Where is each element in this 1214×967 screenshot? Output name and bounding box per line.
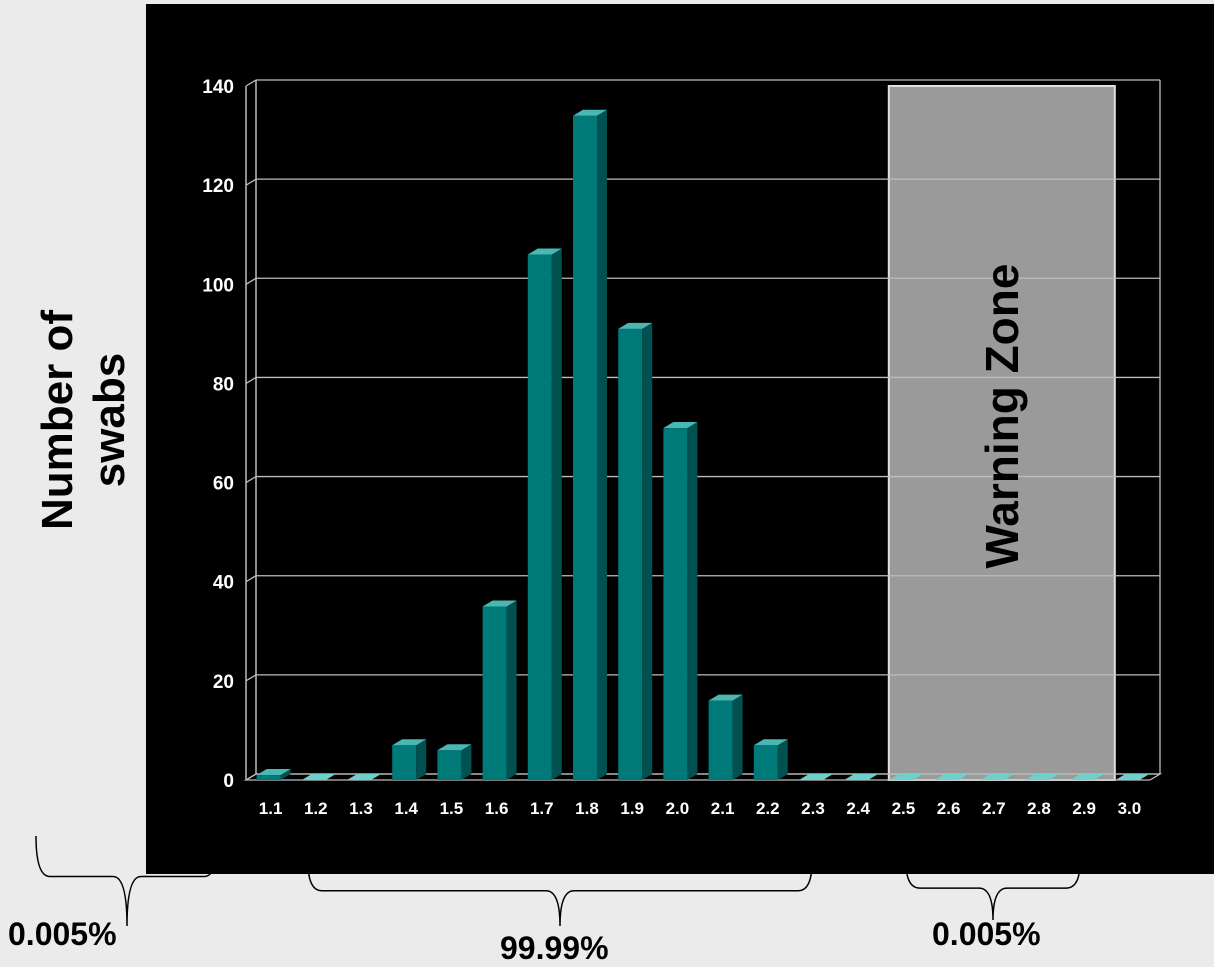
x-tick-label: 1.5 — [440, 799, 464, 818]
y-axis-label-line-2: swabs — [85, 352, 134, 488]
annotation-center: 99.99% — [500, 930, 609, 966]
gridline-depth-40 — [245, 575, 257, 583]
bar-side-1.7 — [551, 248, 562, 781]
gridline-depth-120 — [245, 178, 257, 186]
y-tick-label: 40 — [213, 573, 234, 594]
x-tick-label: 2.6 — [937, 799, 961, 818]
bar-top-1.8 — [573, 109, 607, 116]
y-tick-label: 120 — [202, 176, 234, 197]
x-tick-label: 1.9 — [620, 799, 644, 818]
bar-side-2.1 — [732, 694, 743, 780]
bar-top-2.0 — [663, 422, 698, 429]
bar-3.0 — [1115, 774, 1150, 780]
bar-2.4 — [844, 774, 879, 780]
y-tick-label: 140 — [202, 77, 234, 98]
bar-1.9 — [618, 328, 643, 780]
bar-1.4 — [392, 745, 417, 780]
bar-2.3 — [799, 774, 833, 780]
x-tick-label: 2.4 — [846, 799, 870, 818]
bar-1.5 — [437, 750, 462, 780]
x-tick-label: 2.3 — [801, 799, 825, 818]
gridline-depth-100 — [245, 277, 257, 285]
y-tick-label: 20 — [213, 672, 234, 693]
x-tick-label: 2.8 — [1027, 799, 1051, 818]
bar-1.7 — [527, 254, 552, 781]
y-tick-label: 100 — [202, 275, 234, 296]
bar-1.3 — [347, 774, 381, 780]
bar-top-1.4 — [392, 739, 427, 746]
bar-side-2.2 — [777, 739, 788, 780]
bar-top-1.9 — [618, 322, 653, 329]
x-tick-label: 3.0 — [1118, 799, 1142, 818]
bar-2.1 — [708, 700, 733, 780]
x-tick-label: 2.9 — [1072, 799, 1096, 818]
gridline-depth-140 — [245, 79, 257, 87]
x-tick-label: 1.4 — [394, 799, 418, 818]
warning-zone-label: Warning Zone — [976, 264, 1028, 569]
bar-side-1.9 — [642, 322, 653, 780]
bar-2.7 — [979, 774, 1014, 780]
bar-side-1.8 — [597, 109, 607, 780]
x-tick-label: 1.2 — [304, 799, 328, 818]
y-axis-label-line-1: Number of — [33, 310, 82, 530]
x-tick-label: 2.0 — [666, 799, 690, 818]
x-tick-label: 1.7 — [530, 799, 554, 818]
y-tick-label: 80 — [213, 374, 234, 395]
y-tick-label: 0 — [223, 771, 234, 792]
bar-side-2.0 — [687, 422, 698, 780]
bar-top-1.5 — [437, 744, 472, 751]
x-tick-label: 1.8 — [575, 799, 599, 818]
bar-side-1.6 — [506, 600, 517, 780]
x-tick-label: 2.5 — [892, 799, 916, 818]
annotation-right-tail: 0.005% — [932, 916, 1041, 952]
x-tick-label: 2.2 — [756, 799, 780, 818]
bar-top-2.1 — [708, 694, 743, 701]
bar-1.6 — [482, 606, 507, 780]
bar-2.9 — [1070, 774, 1105, 780]
bar-2.8 — [1025, 774, 1059, 780]
x-tick-label: 2.1 — [711, 799, 735, 818]
bar-side-1.4 — [416, 739, 427, 780]
y-tick-label: 60 — [213, 474, 234, 495]
bar-2.6 — [934, 774, 969, 780]
bar-top-2.2 — [753, 739, 788, 746]
bar-2.0 — [663, 428, 688, 780]
bar-1.1 — [256, 775, 281, 780]
bar-1.2 — [301, 774, 336, 780]
x-tick-label: 1.3 — [349, 799, 373, 818]
bar-top-1.1 — [256, 769, 291, 776]
warning-zone — [887, 85, 1116, 781]
x-tick-label: 1.6 — [485, 799, 509, 818]
gridline-depth-80 — [245, 376, 257, 384]
bar-2.2 — [753, 745, 778, 780]
x-tick-label: 2.7 — [982, 799, 1006, 818]
gridline-depth-20 — [245, 674, 257, 682]
bar-side-1.1 — [280, 769, 291, 780]
bar-1.8 — [573, 115, 597, 780]
annotation-left-tail: 0.005% — [8, 916, 117, 952]
gridline-depth-60 — [245, 476, 257, 484]
bar-top-1.7 — [527, 248, 562, 255]
chart-panel: 0 20 40 60 80 100 120 140 1.1 1.2 1.3 1.4 1.5 1.6 1.7 1… — [146, 4, 1214, 874]
bar-top-1.6 — [482, 600, 517, 607]
x-tick-label: 1.1 — [259, 799, 283, 818]
bar-chart: 0 20 40 60 80 100 120 140 1.1 1.2 1.3 1.4 1.5 1.6 1.7 1… — [202, 77, 1163, 818]
bar-side-1.5 — [461, 744, 472, 780]
bar-2.5 — [889, 774, 924, 780]
